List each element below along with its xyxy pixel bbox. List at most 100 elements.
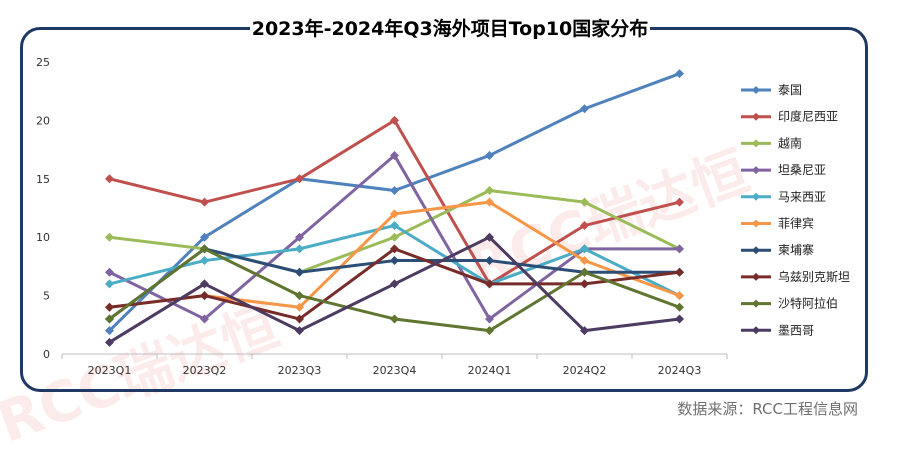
x-tick-label: 2023Q3 xyxy=(278,364,322,377)
data-point xyxy=(200,232,209,242)
data-source: 数据来源：RCC工程信息网 xyxy=(677,400,858,418)
data-point xyxy=(580,221,589,231)
legend-marker xyxy=(752,326,760,335)
legend-item: 泰国 xyxy=(741,83,802,97)
data-point xyxy=(580,267,589,277)
data-point xyxy=(675,314,684,324)
legend-marker xyxy=(752,219,760,228)
data-point xyxy=(295,267,304,277)
data-point xyxy=(675,291,684,301)
legend-marker xyxy=(752,246,760,255)
series-9 xyxy=(105,244,684,336)
legend-marker xyxy=(752,112,760,121)
legend-item: 坦桑尼亚 xyxy=(741,163,826,177)
data-point xyxy=(295,174,304,184)
data-point xyxy=(485,232,494,242)
series-10 xyxy=(105,232,684,347)
chart-title: 2023年-2024年Q3海外项目Top10国家分布 xyxy=(251,17,649,40)
data-point xyxy=(295,232,304,242)
data-point xyxy=(105,267,114,277)
legend-marker xyxy=(752,299,760,308)
data-point xyxy=(105,302,114,312)
data-point xyxy=(200,256,209,266)
axis-layer: 0 5 10 15 20 25 2023Q1 2023Q2 2023Q3 2023Q4 2024Q1… xyxy=(36,56,728,377)
data-point xyxy=(675,244,684,254)
x-tick-label: 2024Q3 xyxy=(658,364,702,377)
legend-label: 乌兹别克斯坦 xyxy=(778,269,850,284)
data-point xyxy=(485,326,494,336)
data-point xyxy=(580,256,589,266)
data-point xyxy=(295,302,304,312)
legend-item: 柬埔寨 xyxy=(741,242,814,257)
legend-item: 菲律宾 xyxy=(741,216,814,231)
legend-marker xyxy=(752,192,760,201)
data-point xyxy=(295,314,304,324)
data-point xyxy=(390,244,399,254)
legend-marker xyxy=(752,139,760,148)
legend-label: 印度尼西亚 xyxy=(778,109,838,124)
data-point xyxy=(485,279,494,289)
data-point xyxy=(105,337,114,347)
data-point xyxy=(200,291,209,301)
data-point xyxy=(390,256,399,266)
data-point xyxy=(390,314,399,324)
x-tick-label: 2024Q1 xyxy=(468,364,512,377)
legend-label: 越南 xyxy=(778,135,802,150)
legend-label: 坦桑尼亚 xyxy=(778,163,826,177)
line-chart: 0 5 10 15 20 25 2023Q1 2023Q2 2023Q3 2023Q4 2024Q1… xyxy=(36,56,850,377)
legend-label: 泰国 xyxy=(778,83,802,97)
data-point xyxy=(580,326,589,336)
legend-label: 沙特阿拉伯 xyxy=(778,296,838,311)
y-tick-label: 15 xyxy=(36,173,50,186)
data-point xyxy=(580,279,589,289)
data-point xyxy=(390,279,399,289)
data-point xyxy=(390,150,399,160)
data-point xyxy=(105,279,114,289)
data-point xyxy=(580,197,589,207)
data-point xyxy=(390,115,399,125)
data-point xyxy=(390,185,399,195)
legend-item: 乌兹别克斯坦 xyxy=(741,269,850,284)
legend-marker xyxy=(752,86,760,94)
data-point xyxy=(295,326,304,336)
data-point xyxy=(105,314,114,324)
series-line xyxy=(108,72,681,332)
data-point xyxy=(105,232,114,242)
legend-marker xyxy=(752,166,760,175)
x-tick-label: 2023Q4 xyxy=(373,364,417,377)
data-point xyxy=(675,267,684,277)
legend-label: 墨西哥 xyxy=(778,323,814,337)
data-point xyxy=(390,221,399,231)
data-point xyxy=(390,209,399,219)
data-point xyxy=(200,314,209,324)
legend-label: 柬埔寨 xyxy=(778,242,814,257)
legend-item: 沙特阿拉伯 xyxy=(741,296,838,311)
y-tick-label: 10 xyxy=(36,231,50,244)
data-point xyxy=(580,104,589,114)
y-tick-label: 5 xyxy=(43,290,50,303)
title-box: 2023年-2024年Q3海外项目Top10国家分布 xyxy=(250,10,650,44)
x-tick-label: 2023Q1 xyxy=(88,364,132,377)
data-point xyxy=(390,232,399,242)
legend-item: 印度尼西亚 xyxy=(741,109,838,124)
data-point xyxy=(485,256,494,266)
x-tick-label: 2023Q2 xyxy=(183,364,227,377)
legend-item: 马来西亚 xyxy=(741,190,826,204)
legend-label: 马来西亚 xyxy=(778,190,826,204)
x-tick-label: 2024Q2 xyxy=(563,364,607,377)
series-1 xyxy=(105,69,684,336)
data-point xyxy=(580,244,589,254)
data-point xyxy=(105,174,114,184)
data-point xyxy=(675,197,684,207)
y-tick-label: 25 xyxy=(36,56,50,69)
legend-item: 越南 xyxy=(741,135,802,150)
data-point xyxy=(200,279,209,289)
data-point xyxy=(295,291,304,301)
legend-marker xyxy=(752,272,760,281)
legend-label: 菲律宾 xyxy=(778,216,814,231)
legend-item: 墨西哥 xyxy=(741,323,814,337)
data-point xyxy=(200,197,209,207)
y-tick-label: 0 xyxy=(43,348,50,361)
data-point xyxy=(200,244,209,254)
